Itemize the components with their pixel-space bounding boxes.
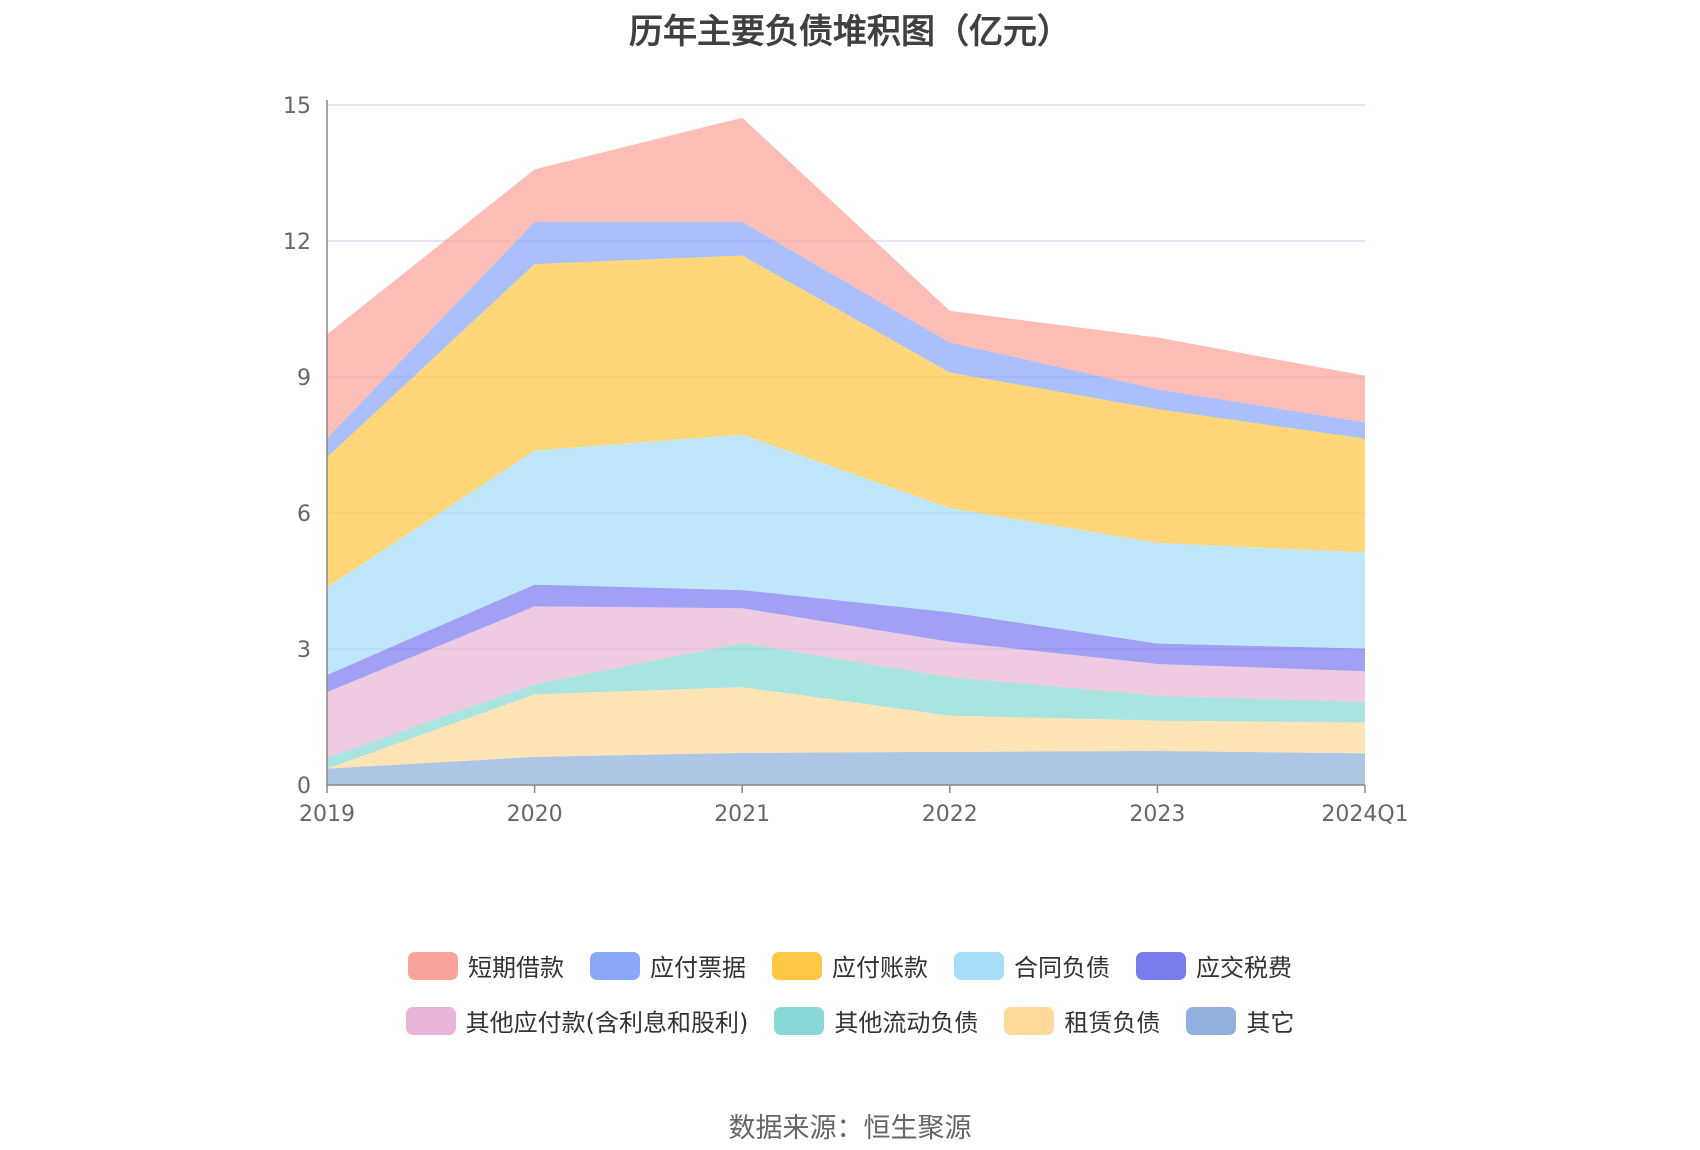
legend-label: 其他流动负债 [834,1009,979,1037]
legend-item[interactable]: 其他应付款(含利息和股利) [405,1003,749,1038]
legend-swatch [408,951,458,980]
legend-item[interactable]: 应付票据 [590,948,746,983]
area-series-5 [327,434,1365,675]
legend-label: 短期借款 [468,954,564,982]
legend-swatch [590,951,640,980]
legend-swatch [405,1006,456,1035]
x-tick-label: 2021 [714,802,770,827]
y-tick-label: 12 [283,230,311,255]
area-series-8 [327,117,1365,439]
legend-row: 其他应付款(含利息和股利) 其他流动负债 租赁负债 其它 [0,1003,1700,1038]
x-tick-label: 2020 [507,802,563,827]
y-tick-label: 15 [283,94,311,119]
x-tick-label: 2019 [299,802,355,827]
area-series-2 [327,643,1365,769]
legend-label: 应付账款 [832,954,928,982]
legend-item[interactable]: 短期借款 [408,948,564,983]
y-tick-label: 6 [297,502,311,527]
legend-label: 其它 [1246,1009,1295,1037]
area-series-1 [327,687,1365,769]
legend-row: 短期借款 应付票据 应付账款 合同负债 应交税费 [0,948,1700,983]
chart-title: 历年主要负债堆积图（亿元） [629,12,1071,52]
legend-swatch [1136,951,1186,980]
area-series-6 [327,255,1365,588]
area-series-0 [327,751,1365,785]
legend-item[interactable]: 其它 [1186,1003,1294,1038]
legend-swatch [1004,1006,1055,1035]
data-source-note: 数据来源：恒生聚源 [728,1113,972,1144]
x-tick-label: 2024Q1 [1321,802,1408,827]
legend-item[interactable]: 其他流动负债 [774,1003,978,1038]
x-tick-label: 2023 [1129,802,1185,827]
legend-label: 应付票据 [650,954,746,982]
y-tick-label: 9 [297,366,311,391]
area-series-7 [327,221,1365,458]
legend-item[interactable]: 应交税费 [1136,948,1292,983]
legend-label: 应交税费 [1196,954,1292,982]
x-tick-label: 2022 [922,802,978,827]
legend-item[interactable]: 合同负债 [954,948,1110,983]
legend-swatch [1186,1006,1237,1035]
stacked-area-chart: 0 3 6 9 12 15 2019 2020 2021 2022 2023 2024Q1 [283,94,1409,827]
area-series-3 [327,606,1365,758]
legend-item[interactable]: 租赁负债 [1004,1003,1160,1038]
area-series [327,117,1365,785]
y-tick-label: 0 [297,774,311,799]
legend: 短期借款 应付票据 应付账款 合同负债 应交税费其他应付款(含利息和股利) 其他流动负债 租… [0,948,1700,1058]
legend-label: 其他应付款(含利息和股利) [465,1009,749,1037]
legend-swatch [774,1006,825,1035]
axes: 2019 2020 2021 2022 2023 2024Q1 [299,100,1409,827]
legend-label: 租赁负债 [1064,1009,1161,1037]
area-series-4 [327,584,1365,693]
legend-swatch [954,951,1004,980]
y-tick-label: 3 [297,638,311,663]
legend-swatch [772,951,822,980]
legend-label: 合同负债 [1014,954,1110,982]
legend-item[interactable]: 应付账款 [772,948,928,983]
